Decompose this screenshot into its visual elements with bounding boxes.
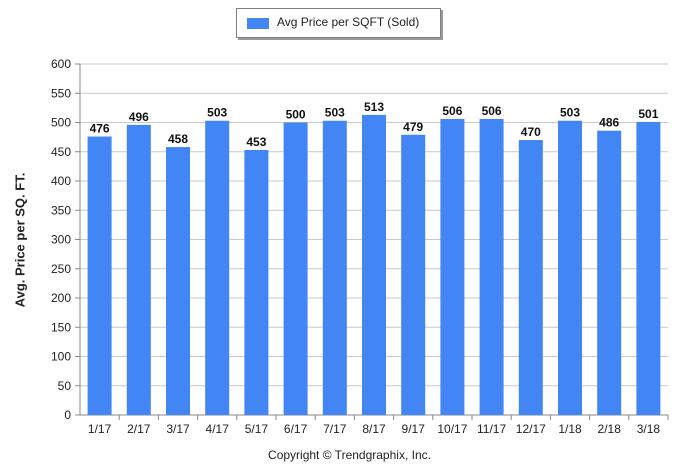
- data-label: 496: [129, 110, 149, 124]
- y-tick-label: 400: [51, 174, 71, 188]
- y-tick-label: 0: [64, 408, 71, 422]
- data-label: 453: [246, 135, 266, 149]
- x-tick-label: 7/17: [323, 422, 347, 436]
- x-tick-label: 3/17: [166, 422, 190, 436]
- y-tick-label: 200: [51, 291, 71, 305]
- x-tick-label: 11/17: [477, 422, 506, 436]
- data-label: 503: [207, 106, 227, 120]
- bar: [87, 136, 112, 416]
- bar: [244, 149, 269, 415]
- bar: [166, 147, 190, 415]
- x-tick-label: 4/17: [206, 422, 230, 436]
- y-tick-label: 450: [51, 145, 71, 159]
- x-tick-label: 12/17: [516, 422, 546, 436]
- bar: [558, 120, 582, 416]
- legend-swatch: [247, 18, 269, 29]
- data-label: 506: [482, 104, 502, 118]
- bar: [362, 114, 386, 416]
- y-tick-label: 250: [51, 262, 71, 276]
- x-tick-label: 2/18: [598, 422, 622, 436]
- x-tick-label: 10/17: [437, 422, 467, 436]
- data-label: 503: [325, 106, 345, 120]
- x-tick-label: 3/18: [637, 422, 661, 436]
- y-tick-label: 500: [51, 116, 71, 130]
- data-label: 479: [403, 120, 423, 134]
- y-tick-label: 350: [51, 203, 71, 217]
- data-label: 486: [599, 116, 619, 130]
- bar: [283, 122, 308, 415]
- legend-label: Avg Price per SQFT (Sold): [277, 15, 420, 29]
- data-label: 503: [560, 106, 580, 120]
- legend: Avg Price per SQFT (Sold): [236, 8, 441, 38]
- data-label: 506: [442, 104, 462, 118]
- bar: [401, 134, 426, 415]
- x-tick-label: 6/17: [284, 422, 308, 436]
- data-label: 470: [521, 125, 541, 139]
- y-tick-label: 100: [51, 350, 71, 364]
- y-tick-label: 550: [51, 86, 71, 100]
- y-tick-label: 600: [51, 57, 71, 71]
- bar: [440, 118, 465, 416]
- data-label: 500: [286, 108, 306, 122]
- bar: [205, 120, 230, 416]
- bar: [518, 140, 543, 416]
- bar: [597, 130, 622, 415]
- y-tick-label: 300: [51, 233, 71, 247]
- y-tick-label: 150: [51, 320, 71, 334]
- x-tick-label: 8/17: [362, 422, 386, 436]
- data-label: 476: [90, 122, 110, 136]
- data-label: 458: [168, 132, 188, 146]
- bar: [322, 120, 347, 416]
- bar: [636, 121, 661, 415]
- x-tick-label: 9/17: [402, 422, 426, 436]
- y-tick-label: 50: [58, 379, 72, 393]
- data-label: 513: [364, 100, 384, 114]
- x-tick-label: 2/17: [127, 422, 151, 436]
- copyright-text: Copyright © Trendgraphix, Inc.: [268, 448, 431, 462]
- bar: [126, 124, 151, 415]
- bar: [479, 118, 504, 416]
- x-tick-label: 1/17: [88, 422, 112, 436]
- x-tick-label: 1/18: [558, 422, 582, 436]
- x-tick-label: 5/17: [245, 422, 269, 436]
- data-label: 501: [638, 107, 658, 121]
